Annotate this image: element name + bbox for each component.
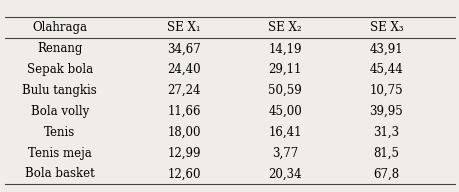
Text: 27,24: 27,24	[167, 84, 200, 97]
Text: 16,41: 16,41	[268, 126, 301, 139]
Text: 20,34: 20,34	[268, 167, 302, 180]
Text: 39,95: 39,95	[369, 105, 403, 118]
Text: Bola basket: Bola basket	[25, 167, 95, 180]
Text: 12,99: 12,99	[167, 146, 200, 160]
Text: 45,44: 45,44	[369, 63, 403, 76]
Text: 29,11: 29,11	[268, 63, 301, 76]
Text: 3,77: 3,77	[271, 146, 298, 160]
Text: 31,3: 31,3	[373, 126, 398, 139]
Text: 67,8: 67,8	[373, 167, 398, 180]
Text: 34,67: 34,67	[167, 42, 201, 55]
Text: Sepak bola: Sepak bola	[27, 63, 93, 76]
Text: 18,00: 18,00	[167, 126, 200, 139]
Text: Olahraga: Olahraga	[32, 21, 87, 34]
Text: 10,75: 10,75	[369, 84, 403, 97]
Text: 11,66: 11,66	[167, 105, 200, 118]
Text: SE X₃: SE X₃	[369, 21, 403, 34]
Text: Tenis: Tenis	[44, 126, 75, 139]
Text: Bulu tangkis: Bulu tangkis	[22, 84, 97, 97]
Text: Tenis meja: Tenis meja	[28, 146, 91, 160]
Text: 45,00: 45,00	[268, 105, 302, 118]
Text: 81,5: 81,5	[373, 146, 398, 160]
Text: SE X₂: SE X₂	[268, 21, 302, 34]
Text: 14,19: 14,19	[268, 42, 301, 55]
Text: 12,60: 12,60	[167, 167, 200, 180]
Text: Bola volly: Bola volly	[31, 105, 89, 118]
Text: 24,40: 24,40	[167, 63, 201, 76]
Text: Renang: Renang	[37, 42, 82, 55]
Text: 43,91: 43,91	[369, 42, 403, 55]
Text: SE X₁: SE X₁	[167, 21, 201, 34]
Text: 50,59: 50,59	[268, 84, 302, 97]
